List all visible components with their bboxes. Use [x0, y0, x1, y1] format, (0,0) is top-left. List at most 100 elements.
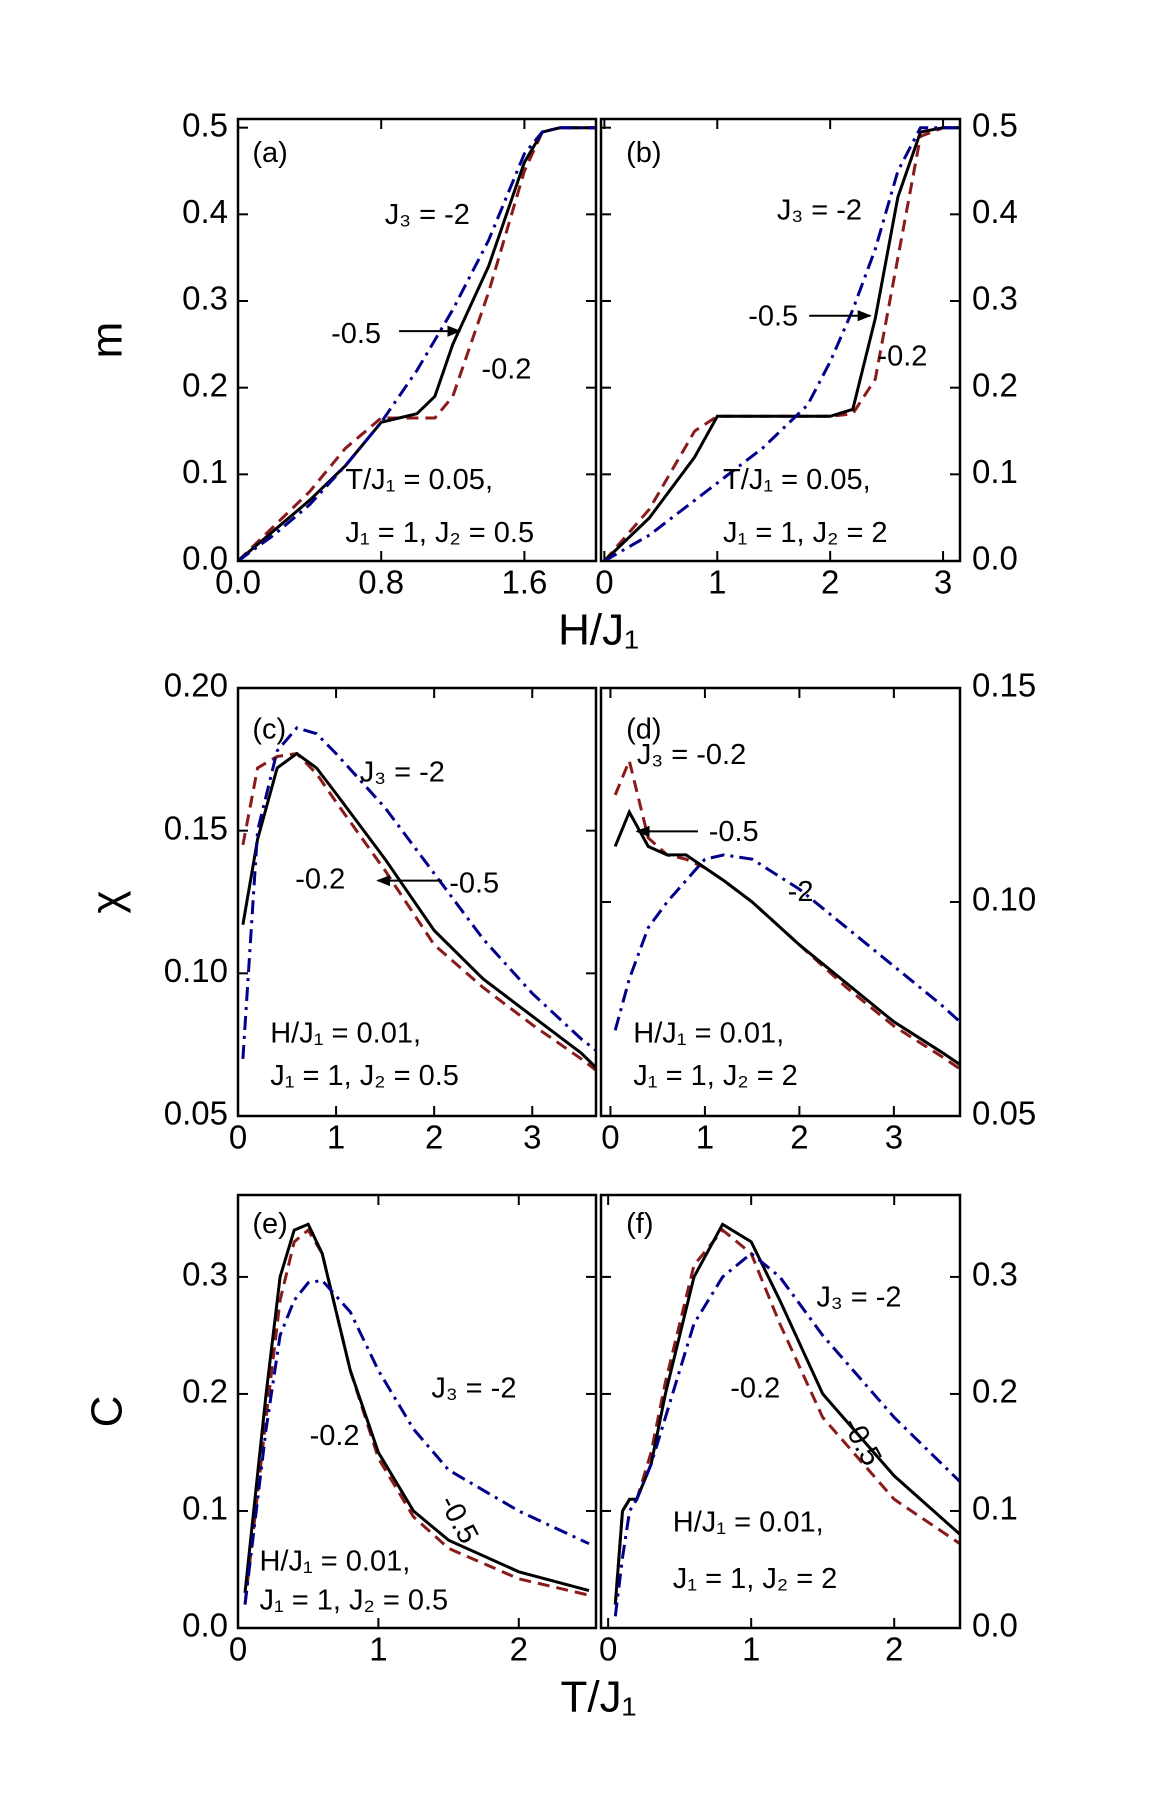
- series-label: -0.2: [877, 340, 927, 372]
- x-tick-label: 1: [708, 564, 726, 601]
- panel-label: (a): [252, 137, 287, 169]
- series-label: -0.5: [836, 1412, 888, 1471]
- y-tick-label: 0.20: [164, 667, 228, 704]
- panel-label: (b): [626, 137, 661, 169]
- y-tick-label: 0.2: [972, 1373, 1018, 1410]
- x-tick-label: 0: [229, 1119, 247, 1156]
- frame: [599, 1193, 962, 1630]
- y-tick-label: 0.1: [972, 1490, 1018, 1527]
- y-tick-label: 0.3: [182, 280, 228, 317]
- x-tick-label: 0.8: [358, 564, 404, 601]
- frame: [236, 686, 598, 1118]
- series-label: -0.2: [295, 863, 345, 895]
- y-tick-label: 0.0: [182, 1607, 228, 1644]
- annotation: H/J₁ = 0.01,: [270, 1017, 421, 1049]
- annotation: J₁ = 1, J₂ = 2: [723, 517, 888, 549]
- x-tick-label: 3: [934, 564, 952, 601]
- series-line: [613, 755, 960, 1071]
- series-line: [613, 1222, 960, 1605]
- panel: 0 1 20.00.10.20.3-0.2-0.5J₃ = -2(e)H/J₁ = …: [83, 1193, 637, 1722]
- series-line: [603, 126, 960, 561]
- y-tick-label: 0.3: [972, 1256, 1018, 1293]
- series-label: J₃ = -2: [431, 1373, 516, 1405]
- series-line: [241, 751, 596, 1069]
- x-axis-label: H/J₁: [558, 606, 639, 655]
- panel-label: (e): [252, 1208, 287, 1240]
- x-tick-label: 1: [742, 1631, 760, 1668]
- y-tick-label: 0.4: [182, 193, 228, 230]
- y-tick-label: 0.5: [182, 106, 228, 143]
- series-label: J₃ = -2: [360, 756, 445, 788]
- x-axis-label: T/J₁: [561, 1673, 637, 1722]
- x-tick-label: 2: [510, 1631, 528, 1668]
- frame: [599, 117, 962, 563]
- series-line: [603, 126, 960, 561]
- annotation: H/J₁ = 0.01,: [633, 1017, 784, 1049]
- y-tick-label: 0.2: [182, 1373, 228, 1410]
- y-tick-label: 0.4: [972, 193, 1018, 230]
- series-label: J₃ = -2: [777, 194, 862, 226]
- y-tick-label: 0.1: [972, 453, 1018, 490]
- panel-label: (d): [626, 713, 661, 745]
- y-tick-label: 0.10: [972, 881, 1036, 918]
- y-tick-label: 0.10: [164, 952, 228, 989]
- y-tick-label: 0.05: [972, 1095, 1036, 1132]
- frame: [599, 686, 962, 1118]
- series-line: [243, 1222, 590, 1594]
- y-tick-label: 0.0: [182, 540, 228, 577]
- panel-label: (f): [626, 1208, 653, 1240]
- series-line: [238, 126, 596, 561]
- y-axis-label: χ: [83, 890, 132, 913]
- series-line: [613, 1227, 960, 1605]
- y-tick-label: 0.05: [164, 1095, 228, 1132]
- panel-label: (c): [252, 713, 286, 745]
- annotation: J₁ = 1, J₂ = 0.5: [259, 1585, 448, 1617]
- y-tick-label: 0.2: [972, 366, 1018, 403]
- y-tick-label: 0.0: [972, 540, 1018, 577]
- y-tick-label: 0.15: [164, 809, 228, 846]
- x-tick-label: 2: [425, 1119, 443, 1156]
- frame: [236, 1193, 598, 1630]
- series-label: J₃ = -2: [385, 199, 470, 231]
- y-tick-label: 0.3: [182, 1256, 228, 1293]
- panel: 0 1 2 3 0.0 0.1 0.2 0.3 0.4 0.5 -0.2 -0.5 J₃ = -2 (b)…: [595, 106, 1018, 600]
- x-tick-label: 1: [327, 1119, 345, 1156]
- series-label: -2: [788, 876, 814, 908]
- annotation: T/J₁ = 0.05,: [723, 464, 871, 496]
- series-label: J₃ = -2: [816, 1282, 901, 1314]
- x-tick-label: 0: [601, 1119, 619, 1156]
- annotation: J₁ = 1, J₂ = 0.5: [270, 1060, 459, 1092]
- x-tick-label: 0: [595, 564, 613, 601]
- x-tick-label: 1.6: [501, 564, 547, 601]
- series-line: [241, 726, 596, 1059]
- y-tick-label: 0.2: [182, 366, 228, 403]
- series-label: -0.2: [310, 1420, 360, 1452]
- series-label: -0.2: [481, 354, 531, 386]
- y-tick-label: 0.3: [972, 280, 1018, 317]
- x-tick-label: 2: [885, 1631, 903, 1668]
- annotation: J₁ = 1, J₂ = 2: [633, 1060, 798, 1092]
- y-tick-label: 0.15: [972, 667, 1036, 704]
- panel: 0.0 0.8 1.6 0.0 0.1 0.2 0.3 0.4 0.5 -0.2 -0.5 J₃ = …: [83, 106, 639, 654]
- annotation: H/J₁ = 0.01,: [259, 1546, 410, 1578]
- series-line: [243, 1278, 590, 1605]
- x-tick-label: 0: [229, 1631, 247, 1668]
- x-tick-label: 0: [599, 1631, 617, 1668]
- frame: [236, 117, 598, 563]
- panel: 0 1 2 3 0.05 0.10 0.15 J₃ = -0.2 -0.5 -2 (d) H/J₁ =…: [599, 667, 1036, 1156]
- series-label: -0.5: [331, 318, 381, 350]
- x-tick-label: 2: [821, 564, 839, 601]
- panel: 0 1 2 0.0 0.1 0.2 0.3 -0.2 -0.5 J₃ = -2 (f) H/J₁ = …: [599, 1193, 1018, 1668]
- annotation: J₁ = 1, J₂ = 2: [673, 1563, 838, 1595]
- x-tick-label: 3: [885, 1119, 903, 1156]
- x-tick-label: 1: [696, 1119, 714, 1156]
- y-tick-label: 0.1: [182, 453, 228, 490]
- series-label: -0.5: [449, 868, 499, 900]
- y-tick-label: 0.1: [182, 1490, 228, 1527]
- series-label: -0.5: [748, 301, 798, 333]
- series-line: [613, 808, 960, 1066]
- series-line: [613, 853, 960, 1031]
- series-line: [613, 1251, 960, 1617]
- x-tick-label: 3: [523, 1119, 541, 1156]
